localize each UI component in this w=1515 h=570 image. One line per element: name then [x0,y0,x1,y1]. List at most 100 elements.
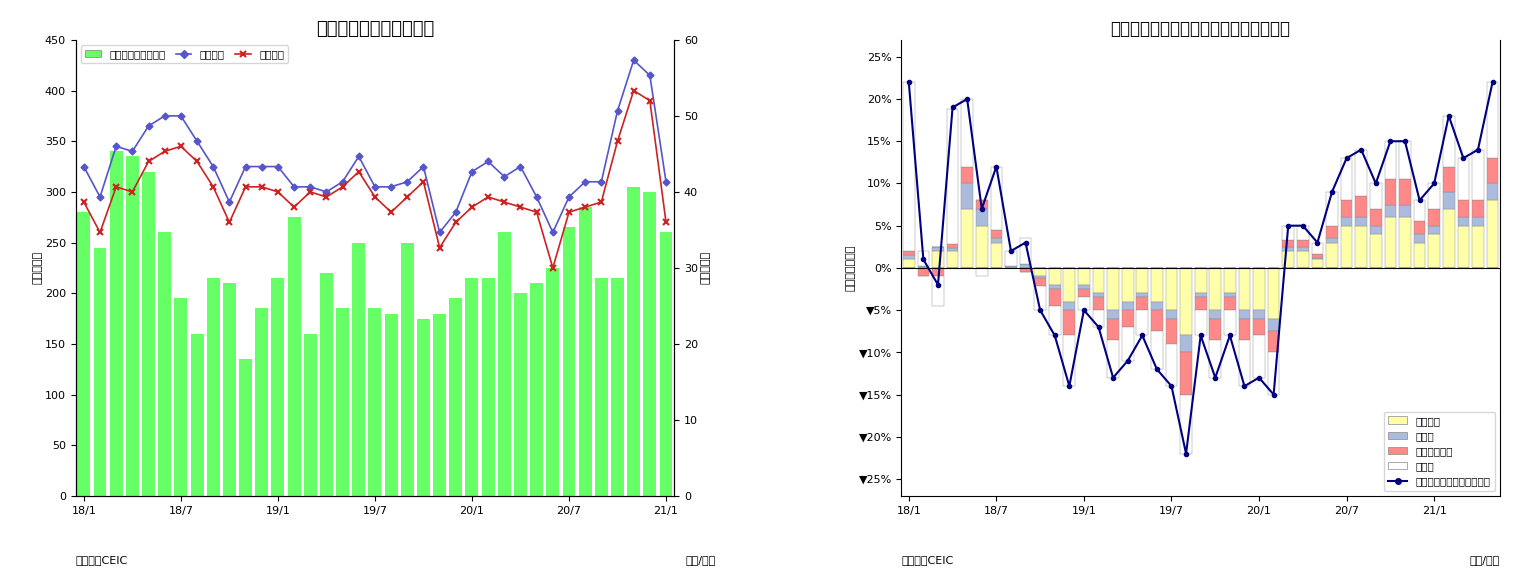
Bar [659,233,673,496]
非石油輸出（再輸出除く） [1279,222,1297,229]
非石油輸出（再輸出除く） [1192,332,1210,339]
非石油輸出（再輸出除く） [1410,197,1429,203]
Bar [1457,158,1470,200]
Bar [976,268,988,276]
Bar [1473,200,1483,217]
Bar [1429,234,1441,268]
Bar [1282,226,1294,240]
Bar [1341,217,1353,226]
Bar [465,278,479,496]
Bar [991,230,1003,238]
Bar [903,255,915,259]
Bar [903,259,915,268]
非石油輸出（再輸出除く） [929,282,947,288]
Bar [1282,247,1294,251]
Bar [1486,184,1498,200]
非石油輸出（再輸出除く） [900,79,918,86]
Bar [1282,240,1294,247]
Bar [1413,222,1426,234]
Bar [1442,166,1454,192]
非石油輸出（再輸出除く） [1060,382,1079,389]
非石油輸出（再輸出除く） [1367,180,1385,187]
非石油輸出（再輸出除く） [1206,374,1224,381]
Title: シンガポール　貿易収支: シンガポール 貿易収支 [315,21,435,38]
Bar [1429,184,1441,209]
Line: 非石油輸出（再輸出除く）: 非石油輸出（再輸出除く） [906,80,1495,456]
Bar [1209,340,1221,378]
Bar [1312,254,1323,258]
Bar [1224,293,1236,298]
Bar [1341,200,1353,217]
Bar [1092,310,1104,327]
Bar [1370,184,1382,209]
Bar [174,298,188,496]
Bar [1064,336,1076,386]
Bar [1356,150,1367,196]
Bar [1385,141,1397,179]
Bar [1195,268,1206,293]
Bar [320,273,333,496]
Bar [1239,268,1250,310]
Bar [976,200,988,209]
Bar [991,243,1003,268]
非石油輸出（再輸出除く） [1001,247,1020,254]
非石油輸出（再輸出除く） [1309,239,1327,246]
Bar [1136,293,1148,298]
Bar [271,278,285,496]
Bar [239,359,251,496]
Bar [1020,238,1032,264]
非石油輸出（再輸出除く） [1426,180,1444,187]
Bar [1442,192,1454,209]
Bar [547,268,559,496]
Bar [1048,285,1060,289]
Bar [1400,205,1410,217]
Bar [142,172,155,496]
Bar [627,187,641,496]
非石油輸出（再輸出除く） [944,104,962,111]
Bar [1370,234,1382,268]
Bar [947,249,959,251]
Bar [595,278,608,496]
Bar [191,334,203,496]
Bar [1429,226,1441,234]
Bar [1048,306,1060,336]
Bar [1400,217,1410,268]
Bar [1092,268,1104,293]
Bar [1385,205,1397,217]
Bar [1123,302,1133,310]
Bar [1486,158,1498,184]
Bar [1297,226,1309,240]
非石油輸出（再輸出除く） [1133,332,1151,339]
非石油輸出（再輸出除く） [1395,138,1413,145]
Legend: 電子製品, 医薬品, 石油化学製品, その他, 非石油輸出（再輸出除く）: 電子製品, 医薬品, 石油化学製品, その他, 非石油輸出（再輸出除く） [1385,412,1495,491]
Bar [991,166,1003,230]
Bar [1064,310,1076,336]
Bar [562,227,576,496]
Bar [1180,394,1192,454]
Bar [1312,243,1323,254]
Bar [1457,217,1470,226]
Text: （資料）CEIC: （資料）CEIC [76,555,127,565]
Bar [918,251,929,266]
Bar [1035,278,1045,287]
Bar [1209,319,1221,340]
Bar [1312,259,1323,268]
Bar [1092,293,1104,298]
Bar [947,109,959,245]
Text: （年/月）: （年/月） [686,555,717,565]
非石油輸出（再輸出除く） [1323,189,1341,196]
非石油輸出（再輸出除く） [1470,146,1488,153]
Bar [1268,331,1280,352]
Bar [353,243,365,496]
Bar [932,251,944,268]
Bar [1165,310,1177,319]
Bar [1020,268,1032,272]
Bar [579,207,592,496]
Bar [1107,340,1120,378]
非石油輸出（再輸出除く） [957,96,976,103]
Bar [903,82,915,251]
Bar [1004,266,1017,268]
Bar [1442,209,1454,268]
Bar [1180,268,1192,336]
Bar [1326,238,1338,243]
